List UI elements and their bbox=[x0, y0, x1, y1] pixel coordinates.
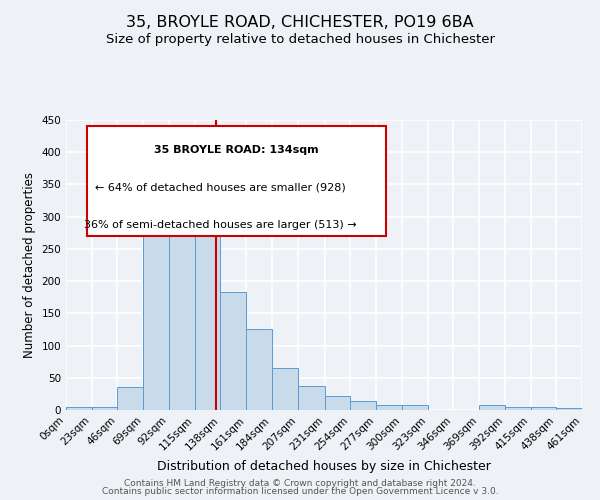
Text: 35 BROYLE ROAD: 134sqm: 35 BROYLE ROAD: 134sqm bbox=[154, 145, 319, 155]
Bar bbox=[325, 396, 350, 410]
Bar bbox=[376, 406, 402, 410]
FancyBboxPatch shape bbox=[86, 126, 386, 236]
Bar bbox=[479, 406, 505, 410]
Bar bbox=[402, 406, 428, 410]
Bar bbox=[556, 408, 582, 410]
Bar bbox=[272, 368, 298, 410]
Text: 36% of semi-detached houses are larger (513) →: 36% of semi-detached houses are larger (… bbox=[85, 220, 357, 230]
Bar bbox=[118, 387, 143, 410]
Text: 35, BROYLE ROAD, CHICHESTER, PO19 6BA: 35, BROYLE ROAD, CHICHESTER, PO19 6BA bbox=[126, 15, 474, 30]
Bar bbox=[195, 214, 220, 410]
Text: Contains HM Land Registry data © Crown copyright and database right 2024.: Contains HM Land Registry data © Crown c… bbox=[124, 478, 476, 488]
Bar bbox=[505, 407, 530, 410]
Bar bbox=[220, 292, 246, 410]
Bar bbox=[143, 230, 169, 410]
Bar bbox=[298, 386, 325, 410]
Bar bbox=[246, 330, 272, 410]
Text: Contains public sector information licensed under the Open Government Licence v : Contains public sector information licen… bbox=[101, 487, 499, 496]
Bar bbox=[350, 401, 376, 410]
Text: ← 64% of detached houses are smaller (928): ← 64% of detached houses are smaller (92… bbox=[95, 182, 346, 192]
Bar bbox=[92, 407, 118, 410]
Bar bbox=[169, 188, 195, 410]
Text: Size of property relative to detached houses in Chichester: Size of property relative to detached ho… bbox=[106, 32, 494, 46]
X-axis label: Distribution of detached houses by size in Chichester: Distribution of detached houses by size … bbox=[157, 460, 491, 473]
Bar bbox=[66, 407, 92, 410]
Bar bbox=[530, 407, 556, 410]
Y-axis label: Number of detached properties: Number of detached properties bbox=[23, 172, 36, 358]
